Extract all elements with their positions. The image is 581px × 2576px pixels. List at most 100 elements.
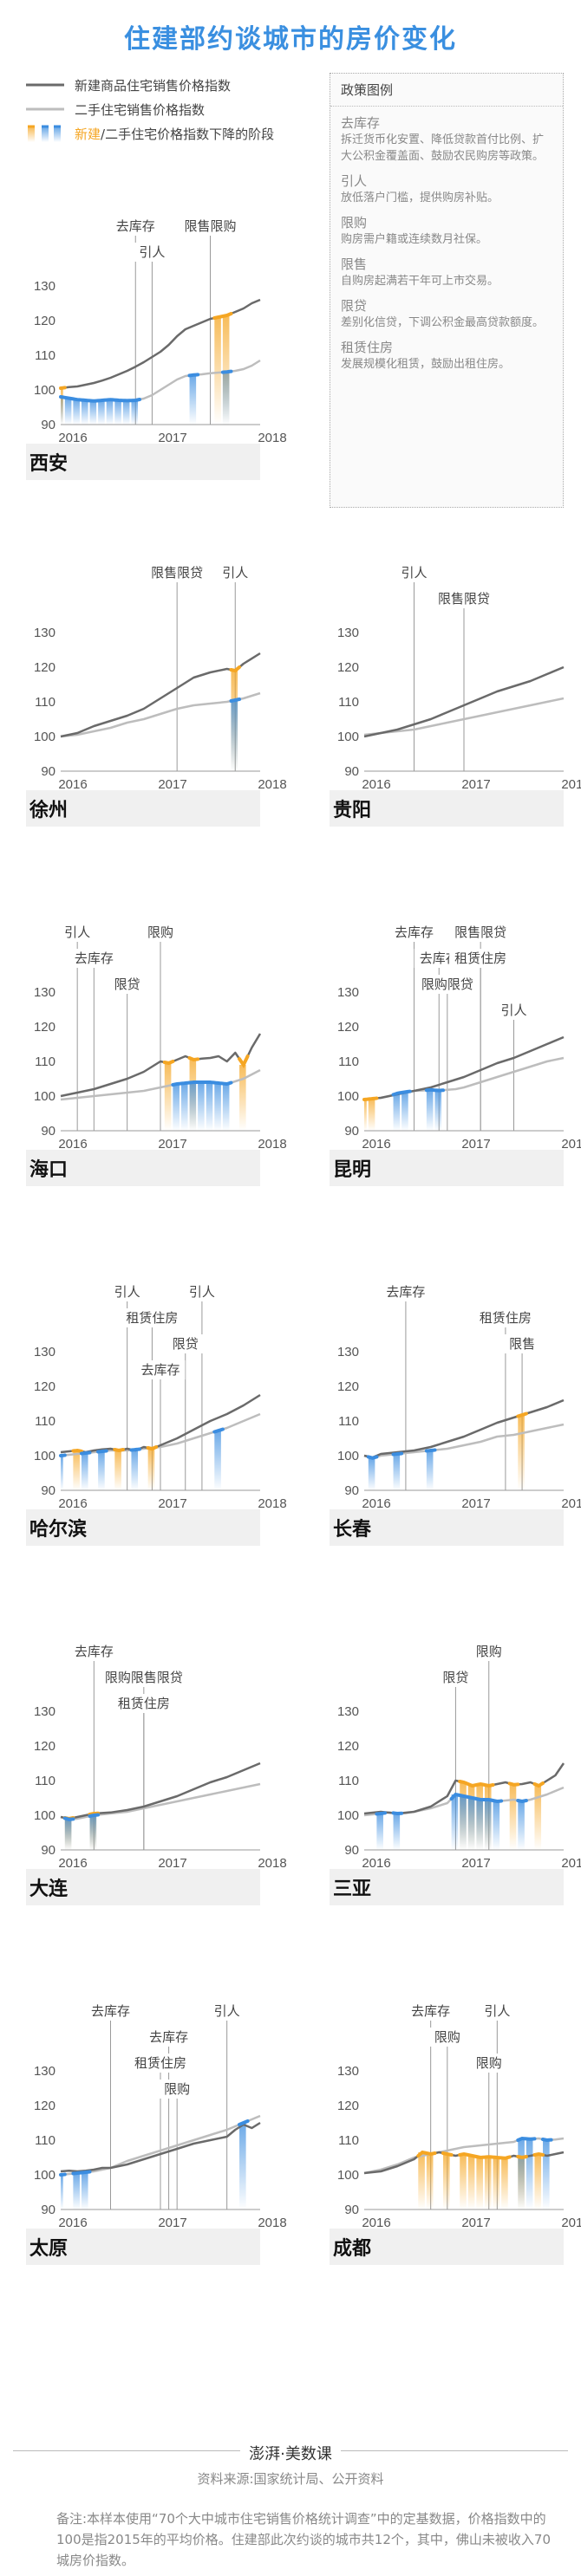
y-tick-label: 110 [338, 1414, 359, 1429]
policy-label-bg [108, 975, 146, 994]
city-name: 成都 [333, 2238, 371, 2260]
y-tick-label: 90 [41, 764, 55, 779]
policy-label-bg [99, 1668, 188, 1687]
city-name: 西安 [29, 452, 68, 475]
x-tick-label: 2018 [561, 1137, 581, 1152]
y-tick-label: 90 [344, 764, 359, 779]
policy-label: 限贷 [173, 1336, 199, 1352]
policy-label-bg [159, 2080, 196, 2099]
drop-segment [59, 1453, 67, 1457]
drop-bar [368, 1457, 375, 1490]
footnote: 备注:本样本使用“70个大中城市住宅销售价格统计调查”中的定基数据，价格指数中的… [56, 2511, 551, 2568]
x-tick-label: 2017 [158, 1856, 186, 1871]
drop-bar [364, 1100, 367, 1131]
drop-segment [449, 1792, 504, 1804]
y-tick-label: 120 [34, 660, 55, 675]
policy-label-bg [415, 975, 479, 994]
policy-label: 去库存 [411, 2003, 450, 2019]
x-tick-label: 2017 [158, 777, 186, 792]
drop-segment [391, 1451, 404, 1457]
y-tick-label: 120 [337, 1020, 359, 1035]
drop-segment [458, 2151, 512, 2160]
drop-bar [73, 399, 80, 425]
x-tick-label: 2018 [258, 777, 286, 792]
y-tick-label: 130 [34, 279, 55, 294]
policy-label: 限购 [147, 925, 173, 940]
city-label-bg [330, 790, 564, 827]
x-tick-label: 2017 [461, 1137, 490, 1152]
legend-second-swatch [26, 107, 64, 111]
drop-segment [229, 698, 241, 703]
series-line [363, 1423, 565, 1460]
drop-segment [212, 312, 233, 320]
y-tick-label: 120 [34, 2099, 55, 2113]
city-label-bg [330, 1869, 564, 1905]
y-tick-label: 120 [337, 1739, 359, 1754]
y-tick-label: 100 [337, 1808, 359, 1823]
policy-label: 去库存 [395, 925, 434, 940]
drop-bar [89, 400, 97, 425]
policy-label: 限售限购 [184, 218, 236, 234]
policy-item: 限购 购房需户籍或连续数月社保。 [330, 206, 563, 248]
drop-segment [391, 1811, 404, 1816]
city-name: 贵阳 [333, 800, 371, 821]
series-line [363, 1398, 565, 1459]
x-tick-label: 2016 [58, 1137, 87, 1152]
policy-label: 租赁住房 [118, 1696, 170, 1711]
policy-item: 去库存 拆迁货币化安置、降低贷款首付比例、扩大公积金覆盖面、鼓励农民购房等政策。 [330, 107, 563, 165]
x-tick-label: 2017 [461, 2216, 490, 2230]
policy-label: 引人 [189, 1284, 215, 1300]
policy-label: 限售限贷 [454, 925, 506, 940]
y-tick-label: 130 [34, 985, 55, 1000]
policy-label: 去库存 [386, 1284, 425, 1300]
drop-bar [467, 2156, 475, 2209]
policy-label-bg [69, 1642, 119, 1661]
y-tick-label: 110 [338, 2133, 359, 2148]
policy-label: 限售限贷 [438, 591, 490, 607]
drop-bar [231, 700, 238, 771]
drop-bar [518, 2138, 525, 2209]
policy-label: 限购 [434, 2029, 460, 2045]
drop-segment [59, 386, 67, 390]
drop-bar [534, 2154, 542, 2209]
drop-bar [73, 2173, 80, 2209]
city-chart-1: 90 100 110 120 130 限售限贷 引人 2016 2017 2018 徐州 [26, 563, 287, 827]
drop-bar [239, 1065, 246, 1131]
y-tick-label: 100 [337, 1449, 359, 1463]
policy-label-bg [59, 923, 96, 942]
drop-segment [362, 1096, 379, 1101]
x-tick-label: 2018 [561, 1496, 581, 1511]
drop-segment [187, 373, 200, 378]
y-tick-label: 130 [337, 626, 359, 640]
city-chart-8: 90 100 110 120 130 限购限贷 2016 2017 2018 三亚 [330, 1642, 581, 1905]
drop-segment [541, 2138, 553, 2143]
policy-item: 限贷 差别化信贷，下调公积金最高贷款额度。 [330, 289, 563, 331]
y-tick-label: 130 [337, 1345, 359, 1359]
drop-bar [476, 2157, 483, 2209]
drop-bar [426, 2154, 434, 2209]
x-tick-label: 2016 [58, 1496, 87, 1511]
policy-legend: 政策图例 去库存 拆迁货币化安置、降低贷款首付比例、扩大公积金覆盖面、鼓励农民购房… [330, 73, 564, 508]
policy-label-bg [129, 2054, 192, 2073]
drop-bar [426, 1089, 434, 1131]
drop-bar [98, 400, 105, 425]
policy-label-bg [504, 1334, 541, 1353]
drop-bar [64, 1819, 72, 1850]
drop-segment [416, 2150, 437, 2157]
drop-bar [180, 1083, 188, 1131]
series-line [60, 359, 261, 403]
series-line [363, 1035, 565, 1101]
policy-label: 引人 [500, 1002, 526, 1018]
x-tick-label: 2016 [362, 1496, 390, 1511]
series-line [60, 1033, 262, 1098]
drop-bar [198, 1082, 205, 1131]
drop-bar [61, 1456, 63, 1490]
policy-item: 租赁住房 发展规模化租赁，鼓励出租住房。 [330, 331, 563, 373]
x-tick-label: 2017 [461, 1856, 490, 1871]
drop-segment [80, 1450, 92, 1456]
drop-bar [526, 2138, 533, 2209]
legend-new-label: 新建商品住宅销售价格指数 [75, 77, 232, 94]
